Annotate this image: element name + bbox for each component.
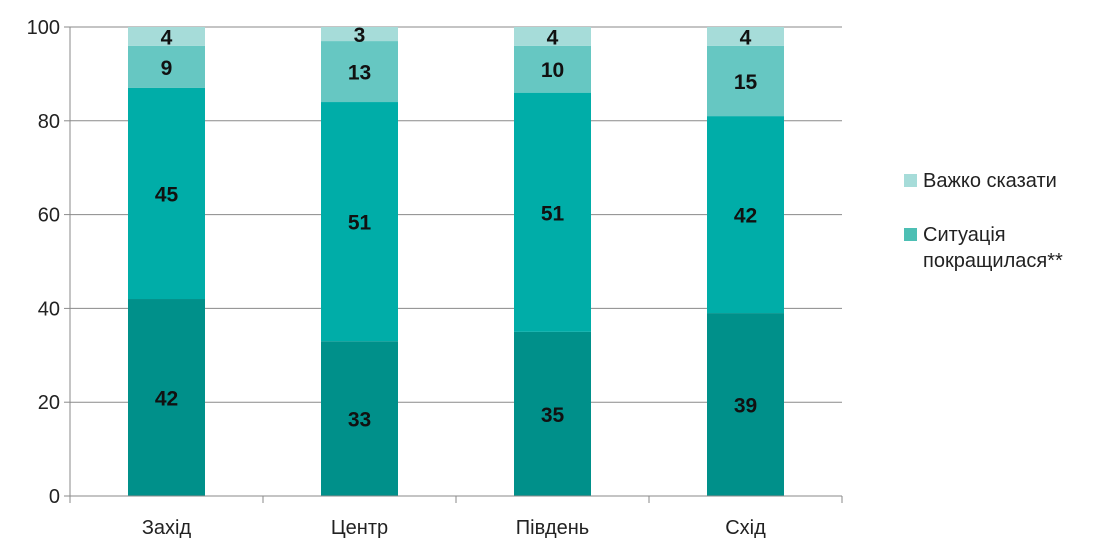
bar-segment <box>707 45 784 117</box>
y-tick-label: 60 <box>38 205 60 227</box>
x-tick-label: Центр <box>331 517 388 539</box>
data-label: 4 <box>547 26 559 49</box>
legend-swatch <box>904 174 917 187</box>
data-label: 51 <box>348 212 372 235</box>
data-label: 4 <box>740 26 752 49</box>
bar-segment <box>321 27 398 42</box>
data-label: 35 <box>541 404 565 427</box>
data-label: 45 <box>155 183 179 206</box>
legend-label: Ситуація покращилася** <box>923 224 1063 272</box>
axes: 0 20 40 60 80 100 Захід Центр Південь Схід <box>27 17 843 539</box>
bar-segment <box>514 45 591 93</box>
data-label: 15 <box>734 71 758 94</box>
data-label: 42 <box>155 388 178 411</box>
bar-segment <box>707 27 784 46</box>
bar-segment <box>128 27 205 46</box>
x-tick-label: Захід <box>142 517 192 539</box>
x-tick-label: Схід <box>725 517 766 539</box>
bar-segment <box>514 92 591 332</box>
bar-segment <box>514 27 591 46</box>
legend-item-improved: Ситуація покращилася** <box>904 222 1097 274</box>
bar-segment <box>321 41 398 103</box>
data-labels: 42 45 9 4 33 51 13 3 35 51 10 4 39 42 15 4 <box>155 24 758 432</box>
legend: Важко сказати Ситуація покращилася** <box>904 168 1097 302</box>
y-tick-label: 0 <box>49 486 60 508</box>
data-label: 4 <box>161 26 173 49</box>
x-tick-label: Південь <box>516 517 589 539</box>
bars <box>128 27 784 496</box>
data-label: 39 <box>734 395 757 418</box>
data-label: 33 <box>348 409 371 432</box>
bar-segment <box>321 341 398 496</box>
bar-segment <box>128 45 205 88</box>
legend-label: Важко сказати <box>923 170 1057 192</box>
data-label: 13 <box>348 62 371 85</box>
legend-item-hard-to-say: Важко сказати <box>904 168 1097 194</box>
y-tick-label: 40 <box>38 298 60 320</box>
bar-segment <box>514 331 591 496</box>
data-label: 10 <box>541 59 564 82</box>
y-tick-label: 100 <box>27 17 60 39</box>
data-label: 3 <box>354 24 366 47</box>
legend-swatch <box>904 228 917 241</box>
bar-segment <box>707 116 784 314</box>
data-label: 51 <box>541 202 565 225</box>
data-label: 9 <box>161 57 173 80</box>
y-tick-label: 80 <box>38 111 60 133</box>
bar-segment <box>128 299 205 496</box>
bar-segment <box>321 102 398 342</box>
bar-segment <box>128 87 205 300</box>
y-tick-label: 20 <box>38 392 60 414</box>
bar-segment <box>707 313 784 496</box>
data-label: 42 <box>734 205 757 228</box>
